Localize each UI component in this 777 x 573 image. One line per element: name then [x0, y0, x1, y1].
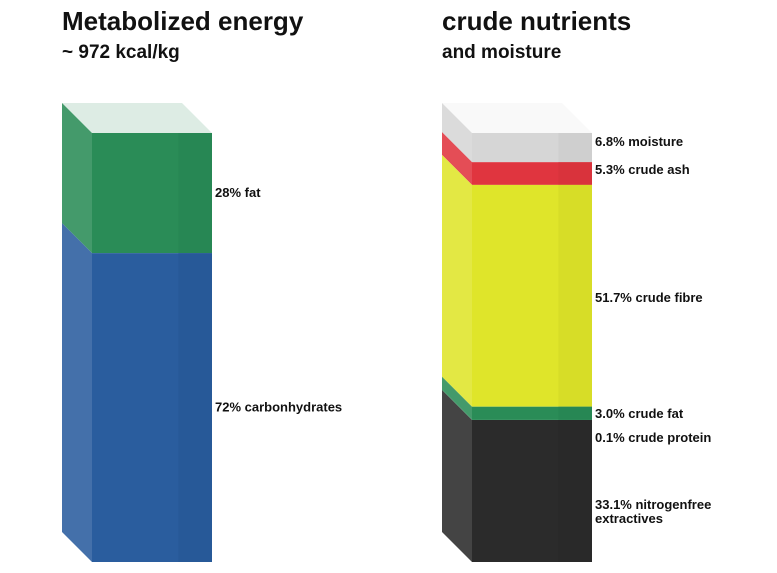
- chart-1-segment-3-side: [442, 376, 472, 420]
- chart-1-segment-2-side: [442, 154, 472, 407]
- chart-0-segment-1-shade: [178, 253, 212, 562]
- chart-subtitle-nutrients: and moisture: [442, 42, 562, 63]
- chart-0-segment-0-side: [62, 103, 92, 254]
- chart-1-label-4: 0.1% crude protein: [595, 430, 711, 445]
- chart-1-label-3: 3.0% crude fat: [595, 406, 684, 421]
- chart-subtitle-energy: ~ 972 kcal/kg: [62, 42, 180, 63]
- chart-1-segment-0-side: [442, 103, 472, 163]
- chart-0-label-0: 28% fat: [215, 185, 261, 200]
- chart-0-segment-0-shade: [178, 133, 212, 254]
- chart-1-segment-5-shade: [558, 420, 592, 562]
- chart-1-segment-2-shade: [558, 184, 592, 407]
- chart-1-top-cap: [442, 103, 592, 133]
- chart-1-label-1: 5.3% crude ash: [595, 162, 690, 177]
- chart-1-segment-4-shade: [558, 419, 592, 421]
- chart-0-top-cap: [62, 103, 212, 133]
- chart-1-segment-0-shade: [558, 133, 592, 163]
- chart-1-segment-1-shade: [558, 162, 592, 185]
- chart-title-energy: Metabolized energy: [62, 6, 304, 36]
- chart-0-segment-1-side: [62, 223, 92, 562]
- chart-1-segment-5-side: [442, 390, 472, 562]
- chart-1-segment-4: [472, 419, 592, 421]
- chart-1-label-0: 6.8% moisture: [595, 134, 683, 149]
- chart-1-label-2: 51.7% crude fibre: [595, 290, 703, 305]
- chart-1-label-5: 33.1% nitrogenfree extractives: [595, 497, 711, 526]
- chart-1-segment-3-shade: [558, 406, 592, 420]
- chart-1-segment-1-side: [442, 132, 472, 185]
- chart-title-nutrients: crude nutrients: [442, 6, 632, 36]
- chart-0-label-1: 72% carbonhydrates: [215, 400, 342, 415]
